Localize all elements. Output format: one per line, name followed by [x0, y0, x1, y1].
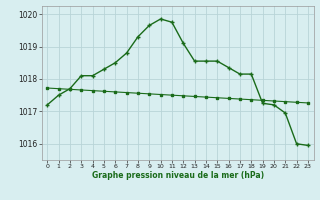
X-axis label: Graphe pression niveau de la mer (hPa): Graphe pression niveau de la mer (hPa)	[92, 171, 264, 180]
